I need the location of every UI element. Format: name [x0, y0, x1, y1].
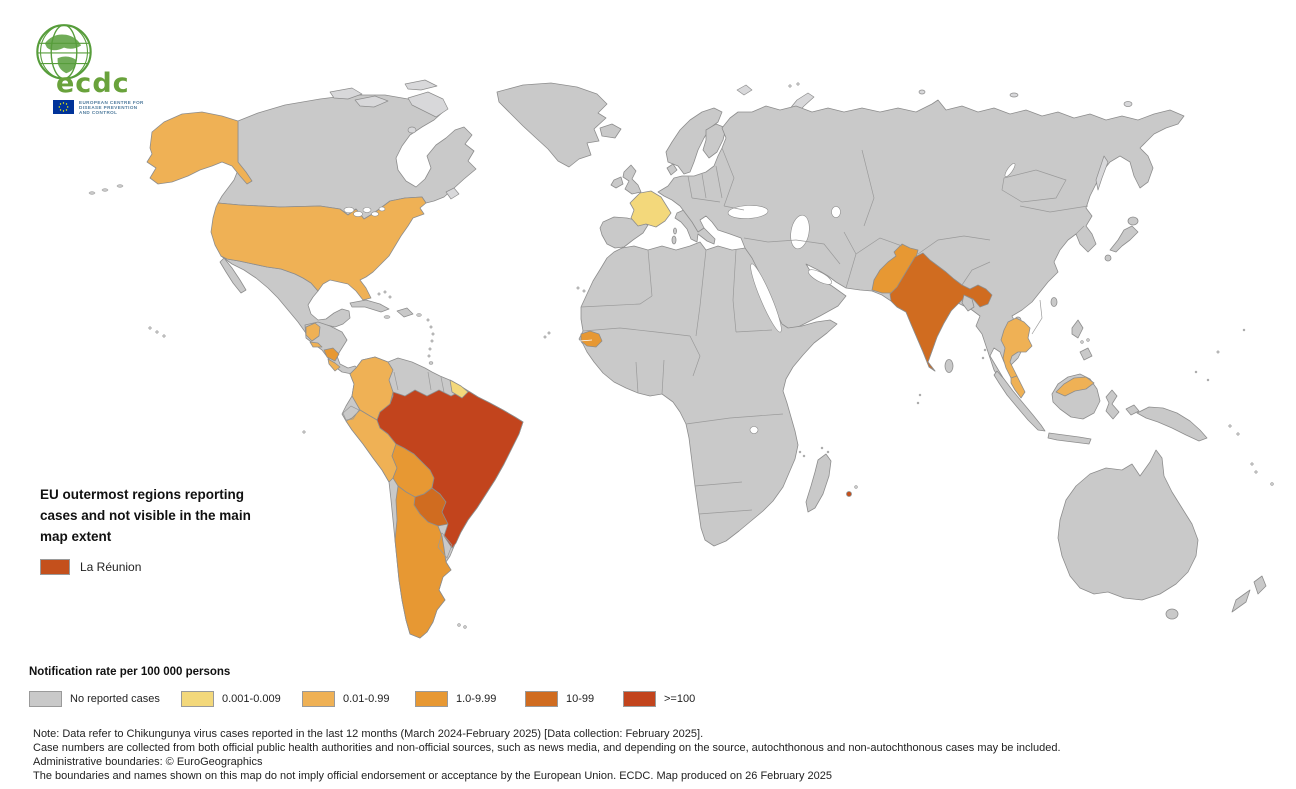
legend-title: Notification rate per 100 000 persons — [29, 666, 231, 678]
country-thailand — [1000, 317, 1033, 379]
caspian-sea — [790, 214, 810, 250]
great-lakes — [343, 206, 386, 217]
ecdc-logo: ecdc EUROPEAN CENTRE FOR DISEASE PREVENT… — [20, 12, 220, 115]
country-bangladesh — [961, 294, 975, 312]
footnote-line: The boundaries and names shown on this m… — [33, 770, 832, 782]
island-tasmania — [1165, 608, 1179, 620]
island-mauritius — [854, 485, 858, 489]
country-malaysia-borneo — [1055, 376, 1095, 397]
japan — [1104, 216, 1139, 262]
island-sakhalin — [1095, 155, 1109, 191]
landmass-finland — [702, 123, 727, 159]
legend-item: 0.01-0.99 — [302, 691, 389, 707]
legend-item: No reported cases — [29, 691, 160, 707]
legend-item: 10-99 — [525, 691, 594, 707]
country-brazil — [376, 389, 524, 549]
country-el-salvador — [309, 341, 323, 348]
inset-title-line: map extent — [40, 529, 112, 544]
legend-swatch — [623, 691, 656, 707]
water-bodies — [343, 162, 1016, 434]
landmass-iceland — [599, 123, 622, 139]
country-usa-alaska — [146, 111, 253, 185]
la-reunion-swatch — [40, 559, 70, 575]
island-sulawesi — [1105, 389, 1120, 420]
landmass-greenland — [496, 82, 608, 168]
ecdc-org-name: EUROPEAN CENTRE FOR DISEASE PREVENTION A… — [79, 100, 144, 116]
landmass-madagascar — [805, 453, 832, 513]
legend-item: 1.0-9.99 — [415, 691, 496, 707]
country-malaysia-peninsular — [1010, 375, 1026, 399]
legend-swatch — [415, 691, 448, 707]
small-islands — [88, 82, 1274, 629]
landmass-australia — [1057, 449, 1199, 601]
island-taiwan — [1050, 297, 1058, 307]
landmass-denmark — [666, 163, 678, 176]
island-java — [1047, 432, 1092, 445]
legend-swatch — [525, 691, 558, 707]
landmass-uk — [622, 164, 642, 195]
landmass-ireland — [610, 176, 624, 189]
country-united-states — [210, 196, 427, 301]
outermost-regions-inset: EU outermost regions reporting cases and… — [40, 484, 290, 575]
island-sumatra — [993, 370, 1046, 432]
ecdc-wordmark: ecdc — [56, 68, 130, 99]
aral-sea — [831, 206, 841, 218]
country-borders — [342, 147, 1089, 559]
legend-swatch — [29, 691, 62, 707]
ecdc-globe-icon — [36, 24, 92, 80]
legend-swatch — [181, 691, 214, 707]
footnotes: Note: Data refer to Chikungunya virus ca… — [33, 727, 1273, 783]
island-nz-south — [1231, 589, 1251, 613]
country-france — [629, 190, 672, 228]
lake-baikal — [1004, 162, 1016, 178]
footnote-line: Case numbers are collected from both off… — [33, 742, 1061, 754]
caribbean-islands — [349, 290, 435, 365]
legend-item: >=100 — [623, 691, 695, 707]
red-sea — [750, 263, 782, 333]
country-costa-rica — [327, 358, 341, 372]
island-newfoundland — [445, 187, 460, 200]
map-legend: Notification rate per 100 000 persons No… — [29, 666, 1029, 709]
country-nicaragua — [323, 347, 340, 362]
island-la-reunion — [846, 491, 852, 497]
legend-item: 0.001-0.009 — [181, 691, 281, 707]
country-french-guiana — [449, 379, 469, 399]
inset-title-line: cases and not visible in the main — [40, 508, 251, 523]
persian-gulf — [808, 269, 832, 285]
philippines — [1071, 319, 1093, 361]
landmass-scandinavia — [665, 107, 723, 175]
la-reunion-label: La Réunion — [80, 560, 142, 574]
legend-swatch — [302, 691, 335, 707]
landmass-iberia — [599, 216, 649, 249]
country-india — [889, 252, 993, 372]
footnote-line: Note: Data refer to Chikungunya virus ca… — [33, 728, 704, 740]
country-senegal — [580, 330, 603, 348]
legend-row: No reported cases 0.001-0.009 0.01-0.99 … — [29, 691, 1029, 709]
colored-countries — [146, 111, 1095, 639]
inset-title-line: EU outermost regions reporting — [40, 487, 245, 502]
footnote-line: Administrative boundaries: © EuroGeograp… — [33, 756, 263, 768]
landmass-baja — [219, 257, 247, 294]
country-argentina — [394, 485, 452, 639]
island-nz-north — [1253, 575, 1267, 595]
inset-legend-item: La Réunion — [40, 559, 290, 575]
eu-flag-icon — [53, 100, 74, 114]
island-sri-lanka — [944, 359, 954, 373]
country-guatemala — [305, 322, 321, 342]
island-new-guinea — [1136, 406, 1208, 442]
lake-victoria — [749, 426, 759, 434]
